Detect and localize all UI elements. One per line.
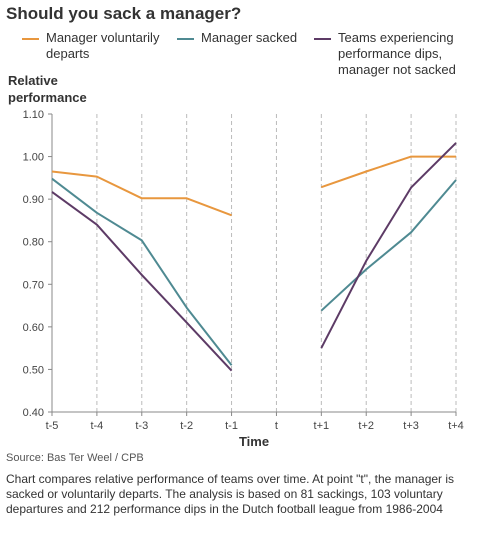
- x-tick-label-t-1: t-1: [225, 420, 238, 432]
- series-1-line-segment-1: [320, 179, 457, 312]
- series-0-line-segment-0: [51, 170, 232, 217]
- x-tick-label-t-4: t-4: [90, 420, 103, 432]
- y-tick-label-0.80: 0.80: [23, 237, 44, 249]
- x-tick-label-t-2: t-2: [180, 420, 193, 432]
- series-2-line-segment-1: [320, 142, 457, 349]
- x-axis-label: Time: [239, 434, 269, 449]
- source-note: Source: Bas Ter Weel / CPB: [6, 452, 144, 464]
- legend-item-dips: Teams experiencing performance dips, man…: [314, 30, 479, 80]
- chart-title: Should you sack a manager?: [6, 4, 242, 23]
- y-tick-label-0.50: 0.50: [23, 364, 44, 376]
- y-axis-label: Relative performance: [8, 73, 87, 105]
- y-tick-label-0.90: 0.90: [23, 194, 44, 206]
- series-1-line-segment-0: [51, 177, 233, 366]
- y-tick-label-0.70: 0.70: [23, 279, 44, 291]
- chart-caption: Chart compares relative performance of t…: [6, 472, 455, 516]
- series-2-line-segment-0: [51, 191, 233, 372]
- legend-swatch-voluntary: [22, 38, 39, 40]
- x-tick-label-t-5: t-5: [46, 420, 59, 432]
- legend-item-sacked: Manager sacked: [177, 30, 307, 48]
- x-tick-label-t: t: [275, 420, 278, 432]
- legend-swatch-dips: [314, 38, 331, 40]
- legend-swatch-sacked: [177, 38, 194, 40]
- legend-label-dips: Teams experiencing performance dips, man…: [338, 30, 456, 77]
- x-tick-label-t+2: t+2: [358, 420, 374, 432]
- y-tick-label-1.10: 1.10: [23, 109, 44, 121]
- legend-item-voluntary: Manager voluntarily departs: [22, 30, 182, 64]
- line-chart: 0.40 0.50 0.60 0.70 0.80 0.90 1.00 1.10 t-5 t-4 t-…: [23, 109, 464, 449]
- y-tick-label-1.00: 1.00: [23, 152, 44, 164]
- y-tick-label-0.60: 0.60: [23, 322, 44, 334]
- x-tick-label-t+1: t+1: [314, 420, 330, 432]
- x-tick-label-t+4: t+4: [448, 420, 464, 432]
- series-0-line-segment-1: [320, 155, 456, 189]
- legend-label-voluntary: Manager voluntarily departs: [46, 30, 160, 61]
- y-tick-label-0.40: 0.40: [23, 407, 44, 419]
- x-tick-label-t-3: t-3: [135, 420, 148, 432]
- x-tick-label-t+3: t+3: [403, 420, 419, 432]
- legend-label-sacked: Manager sacked: [201, 30, 298, 45]
